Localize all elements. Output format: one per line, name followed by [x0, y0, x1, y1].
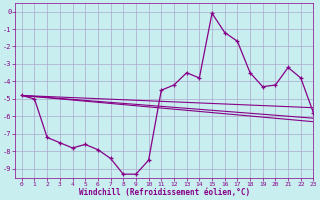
X-axis label: Windchill (Refroidissement éolien,°C): Windchill (Refroidissement éolien,°C)	[79, 188, 250, 197]
